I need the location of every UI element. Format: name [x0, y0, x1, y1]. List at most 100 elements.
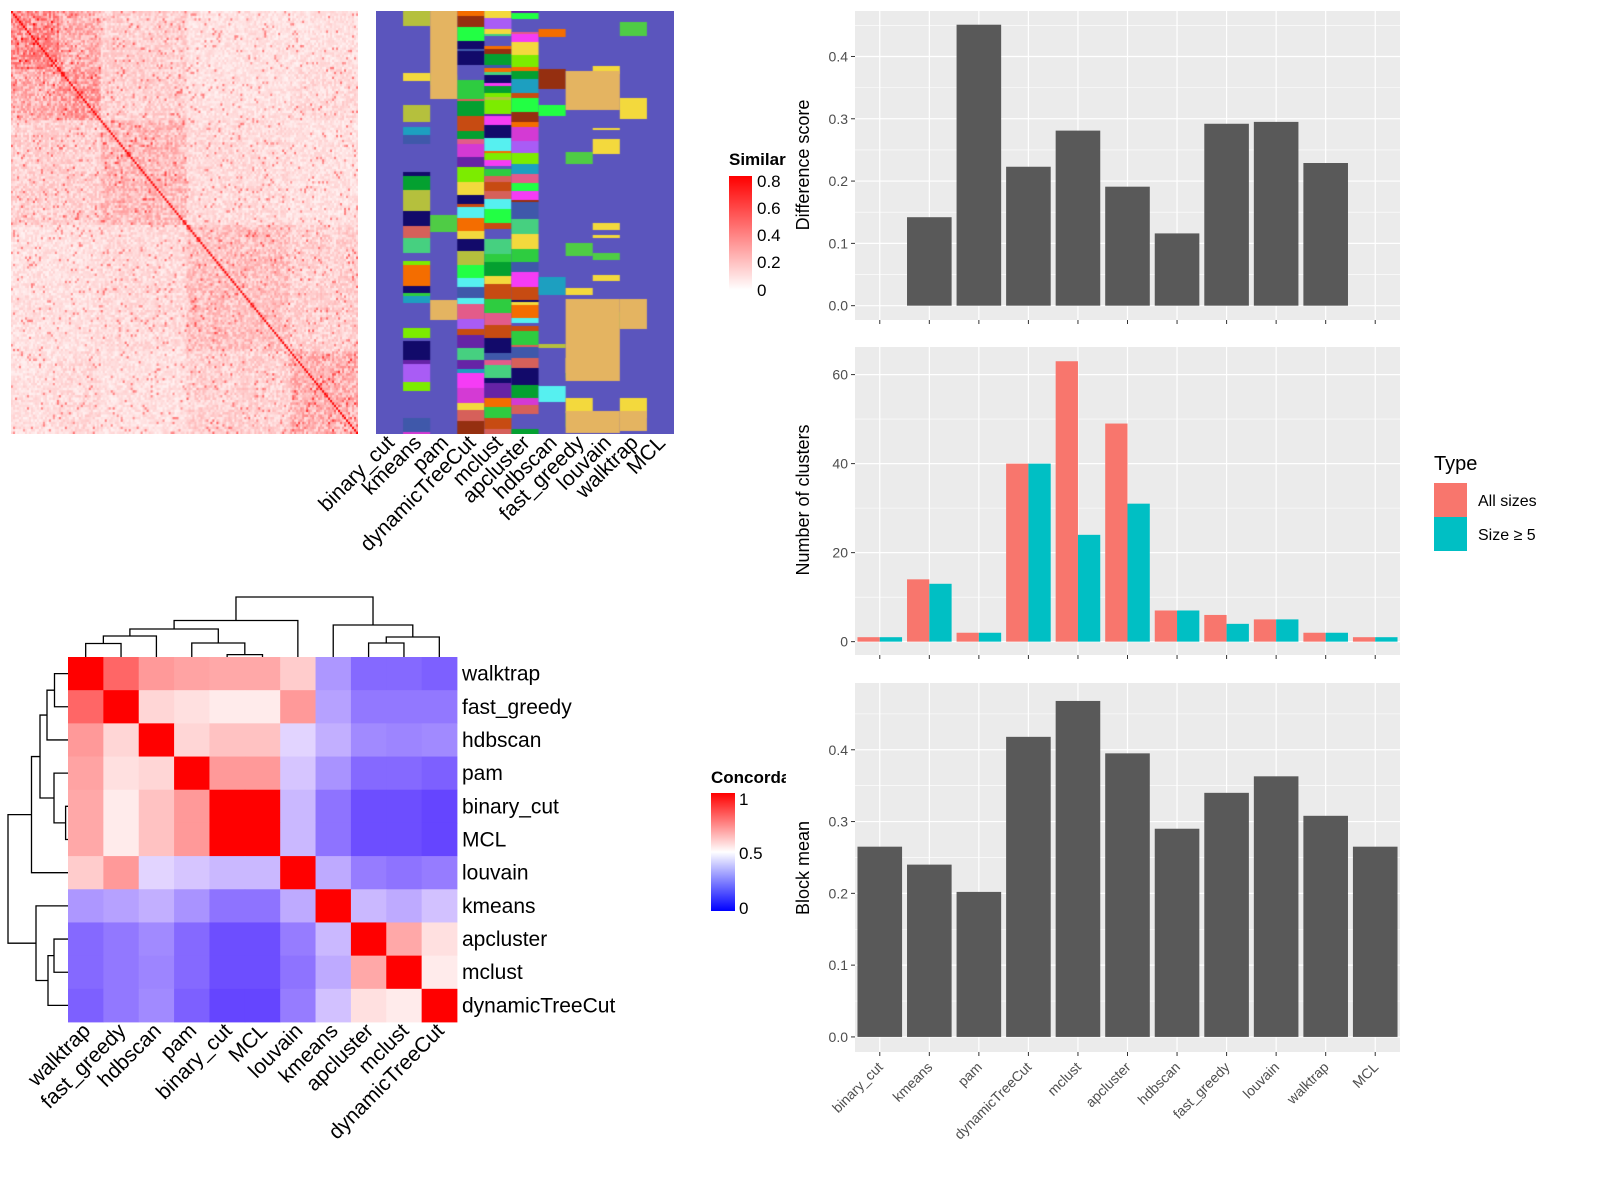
- bar: [907, 864, 952, 1037]
- bar: [956, 891, 1002, 1037]
- y-tick-label: 40: [832, 456, 848, 472]
- concordance-cell: [350, 922, 387, 957]
- concordance-cell: [350, 723, 387, 757]
- concordance-cell: [315, 922, 352, 957]
- concordance-cell: [209, 657, 246, 691]
- similarity-heatmap: [11, 11, 358, 434]
- concordance-cell: [421, 955, 458, 990]
- y-tick-label: 0.2: [829, 885, 849, 901]
- concordance-cell: [174, 756, 210, 791]
- concordance-cell: [68, 657, 104, 691]
- concordance-cell: [421, 922, 458, 957]
- concordance-cell: [386, 955, 423, 990]
- bar: [1055, 700, 1101, 1037]
- column-dendrogram-branch: [85, 642, 122, 657]
- concordance-cell: [280, 756, 316, 791]
- bar-all-sizes: [1253, 619, 1277, 642]
- concordance-row-label: dynamicTreeCut: [462, 994, 615, 1017]
- concordance-cell: [386, 723, 423, 757]
- bar-size-ge-5: [1028, 463, 1051, 642]
- concordance-cell: [244, 690, 281, 724]
- concordance-cell: [174, 889, 210, 923]
- concordance-cell: [138, 690, 175, 724]
- bar: [1105, 753, 1150, 1037]
- bar-all-sizes: [1303, 632, 1326, 642]
- y-tick-label: 20: [832, 545, 848, 561]
- bar: [1154, 828, 1200, 1037]
- bar-size-ge-5: [1276, 619, 1299, 642]
- row-dendrogram-branch: [30, 755, 68, 874]
- column-dendrogram-branch: [332, 624, 414, 657]
- row-dendrogram-branch: [64, 805, 68, 841]
- concordance-cell: [386, 856, 423, 890]
- concordance-cell: [386, 690, 423, 724]
- concordance-cell: [315, 856, 352, 890]
- bar-all-sizes: [1055, 361, 1078, 642]
- similarity-legend-tick: 0.8: [757, 172, 781, 191]
- bar-size-ge-5: [879, 637, 903, 642]
- concordance-cell: [174, 856, 210, 890]
- bar-all-sizes: [1154, 610, 1178, 642]
- row-dendrogram-branch: [53, 938, 68, 973]
- row-dendrogram-branch: [46, 689, 68, 741]
- bar-all-sizes: [1352, 637, 1376, 642]
- x-tick-label: hdbscan: [1134, 1059, 1183, 1108]
- concordance-cell: [421, 889, 458, 923]
- concordance-cell: [174, 988, 210, 1023]
- concordance-cell: [350, 988, 387, 1023]
- bar: [1105, 186, 1150, 306]
- concordance-cell: [138, 657, 175, 691]
- concordance-cell: [68, 889, 104, 923]
- bar-all-sizes: [857, 637, 880, 642]
- bar-all-sizes: [1204, 614, 1227, 642]
- y-tick-label: 0.4: [829, 742, 849, 758]
- concordance-cell: [386, 889, 423, 923]
- concordance-cell: [315, 789, 352, 824]
- concordance-cell: [315, 889, 352, 923]
- column-dendrogram-branch: [102, 635, 158, 657]
- y-tick-label: 0.1: [829, 235, 849, 251]
- concordance-row-label: mclust: [462, 961, 523, 984]
- concordance-cell: [68, 955, 104, 990]
- concordance-cell: [103, 922, 140, 957]
- similarity-legend: Similarity 0.8 0.6 0.4 0.2 0: [729, 150, 786, 300]
- concordance-cell: [386, 988, 423, 1023]
- concordance-cell: [280, 657, 316, 691]
- concordance-cell: [103, 955, 140, 990]
- concordance-cell: [138, 955, 175, 990]
- concordance-cell: [244, 822, 281, 857]
- y-axis-title: Number of clusters: [793, 424, 813, 575]
- row-dendrogram-branch: [7, 813, 36, 944]
- bar: [1204, 123, 1249, 306]
- concordance-row-label: MCL: [462, 829, 506, 852]
- concordance-cell: [244, 955, 281, 990]
- similarity-colorbar: [729, 176, 752, 290]
- bar-size-ge-5: [978, 632, 1002, 642]
- bar: [956, 24, 1002, 306]
- legend-label-size-ge-5: Size ≥ 5: [1478, 527, 1536, 544]
- concordance-cell: [280, 955, 316, 990]
- concordance-cell: [350, 955, 387, 990]
- y-tick-label: 0.3: [829, 814, 849, 830]
- concordance-cell: [350, 789, 387, 824]
- bar-size-ge-5: [1226, 623, 1249, 642]
- column-dendrogram-branch: [173, 619, 299, 657]
- concordance-legend-title: Concordance: [711, 768, 820, 787]
- column-dendrogram-branch: [367, 642, 405, 657]
- y-tick-label: 0: [840, 634, 848, 650]
- concordance-cell: [68, 789, 104, 824]
- bar: [1352, 846, 1398, 1037]
- concordance-cell: [103, 988, 140, 1023]
- concordance-cell: [68, 822, 104, 857]
- concordance-cell: [386, 789, 423, 824]
- concordance-legend-tick: 0: [739, 899, 748, 918]
- concordance-cell: [350, 756, 387, 791]
- legend-swatch-all-sizes: [1434, 483, 1467, 517]
- bar-all-sizes: [1105, 423, 1128, 642]
- legend-swatch-size-ge-5: [1434, 517, 1467, 551]
- concordance-cell: [103, 822, 140, 857]
- concordance-cell: [244, 789, 281, 824]
- concordance-cell: [386, 657, 423, 691]
- concordance-cell: [244, 856, 281, 890]
- concordance-cell: [138, 922, 175, 957]
